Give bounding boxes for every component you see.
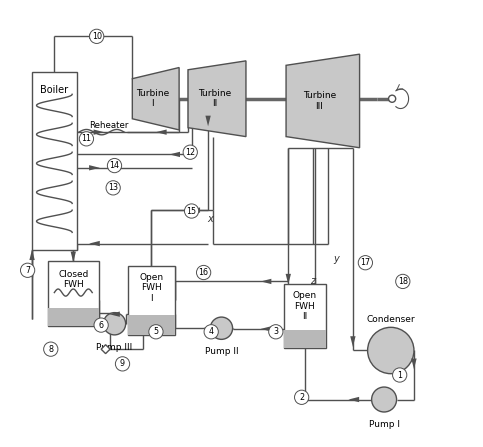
- Circle shape: [106, 181, 120, 195]
- Text: 15: 15: [186, 207, 197, 215]
- Text: 13: 13: [108, 183, 118, 192]
- Polygon shape: [71, 252, 76, 262]
- Polygon shape: [203, 325, 213, 331]
- Circle shape: [107, 158, 122, 173]
- Circle shape: [103, 312, 126, 335]
- Text: Turbine
III: Turbine III: [303, 91, 336, 111]
- Text: 14: 14: [110, 161, 119, 170]
- Circle shape: [94, 318, 108, 332]
- Text: Turbine
II: Turbine II: [198, 89, 231, 109]
- Text: Reheater: Reheater: [89, 121, 128, 130]
- Circle shape: [393, 368, 407, 382]
- Circle shape: [396, 274, 410, 289]
- Polygon shape: [94, 130, 104, 135]
- Polygon shape: [170, 152, 180, 157]
- Polygon shape: [350, 336, 355, 347]
- Polygon shape: [261, 279, 271, 284]
- Circle shape: [43, 342, 58, 356]
- Bar: [32, 72, 77, 250]
- Text: Pump III: Pump III: [97, 343, 133, 352]
- Circle shape: [197, 266, 211, 280]
- Circle shape: [388, 95, 396, 102]
- Text: 10: 10: [92, 32, 102, 41]
- Circle shape: [79, 132, 94, 146]
- Polygon shape: [285, 274, 291, 285]
- Bar: [128, 315, 175, 335]
- Circle shape: [358, 256, 372, 270]
- Text: Turbine
I: Turbine I: [136, 89, 169, 109]
- Text: 2: 2: [299, 393, 304, 402]
- Polygon shape: [412, 358, 417, 369]
- Polygon shape: [89, 165, 100, 170]
- Circle shape: [185, 204, 199, 218]
- Polygon shape: [205, 116, 211, 127]
- Circle shape: [295, 390, 309, 405]
- Polygon shape: [29, 249, 35, 260]
- Bar: [48, 261, 99, 326]
- Text: 8: 8: [48, 345, 53, 354]
- Polygon shape: [101, 345, 110, 354]
- Bar: [128, 266, 175, 335]
- Text: Pump I: Pump I: [369, 420, 399, 429]
- Circle shape: [210, 317, 233, 339]
- Text: 12: 12: [185, 148, 195, 157]
- Text: x: x: [207, 214, 213, 224]
- Circle shape: [149, 325, 163, 339]
- Text: y: y: [334, 254, 339, 264]
- Polygon shape: [348, 397, 359, 402]
- Text: Boiler: Boiler: [40, 85, 69, 95]
- Circle shape: [371, 387, 397, 412]
- Polygon shape: [156, 130, 167, 135]
- Text: 9: 9: [120, 359, 125, 368]
- Bar: [284, 284, 326, 348]
- Circle shape: [89, 29, 104, 43]
- Circle shape: [115, 357, 129, 371]
- Polygon shape: [286, 54, 359, 148]
- Text: 17: 17: [360, 258, 370, 267]
- Text: 18: 18: [398, 277, 408, 286]
- Text: 1: 1: [397, 371, 402, 380]
- Text: Closed
FWH: Closed FWH: [58, 270, 88, 289]
- Circle shape: [368, 327, 414, 374]
- Circle shape: [269, 325, 283, 339]
- Polygon shape: [189, 207, 200, 213]
- Text: Pump II: Pump II: [205, 347, 238, 356]
- Text: 4: 4: [209, 327, 213, 336]
- Text: Open
FWH
II: Open FWH II: [293, 291, 317, 321]
- Bar: [284, 330, 326, 348]
- Polygon shape: [188, 61, 246, 137]
- Text: 7: 7: [25, 266, 30, 275]
- Text: 6: 6: [99, 320, 104, 329]
- Text: 5: 5: [154, 327, 158, 336]
- Polygon shape: [89, 34, 100, 39]
- Circle shape: [204, 325, 218, 339]
- Text: 11: 11: [82, 135, 91, 143]
- Polygon shape: [132, 67, 179, 130]
- Text: z: z: [310, 276, 315, 287]
- Circle shape: [183, 145, 198, 159]
- Circle shape: [20, 263, 35, 278]
- Text: 3: 3: [273, 327, 278, 336]
- Text: Condenser: Condenser: [367, 315, 415, 324]
- Text: Open
FWH
I: Open FWH I: [139, 273, 163, 303]
- Polygon shape: [261, 326, 271, 332]
- Bar: [48, 308, 99, 326]
- Polygon shape: [89, 241, 100, 246]
- Text: 16: 16: [199, 268, 209, 277]
- Polygon shape: [109, 312, 120, 317]
